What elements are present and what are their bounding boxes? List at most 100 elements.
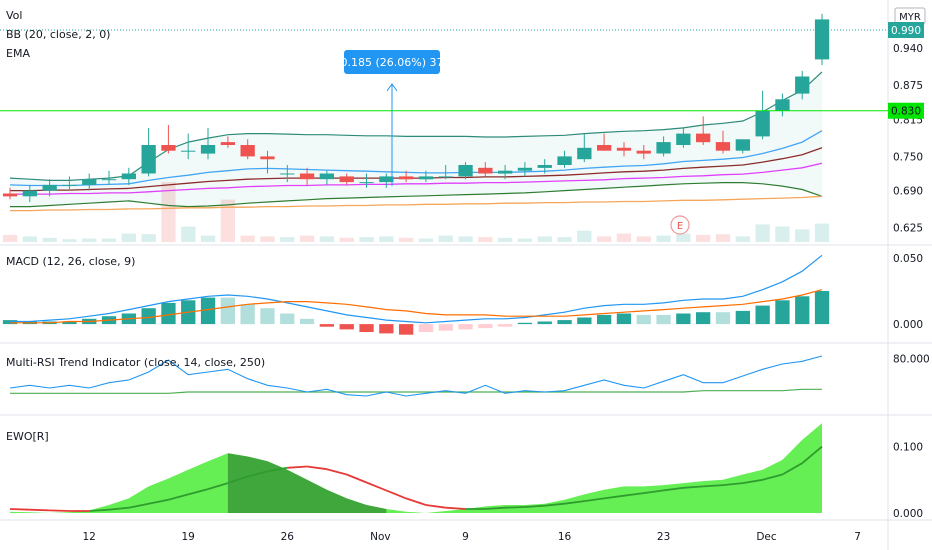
candle-body[interactable] bbox=[260, 156, 275, 160]
volume-bar bbox=[2, 234, 18, 242]
candle-body[interactable] bbox=[2, 193, 18, 197]
candle-body[interactable] bbox=[62, 184, 77, 186]
candle-body[interactable] bbox=[715, 142, 731, 151]
candle-body[interactable] bbox=[418, 176, 434, 180]
candle-body[interactable] bbox=[735, 139, 750, 151]
candle-body[interactable] bbox=[577, 147, 592, 160]
candle-body[interactable] bbox=[220, 142, 235, 145]
candle-body[interactable] bbox=[82, 179, 97, 185]
candle-body[interactable] bbox=[814, 19, 830, 60]
volume-bar bbox=[517, 238, 533, 242]
macd-histogram-bar bbox=[537, 321, 552, 325]
rsi-layer bbox=[9, 355, 823, 397]
macd-histogram-bar bbox=[379, 324, 394, 334]
ema-layer bbox=[9, 130, 823, 212]
label-bb: BB (20, close, 2, 0) bbox=[6, 28, 110, 41]
ewo-signal-segment bbox=[128, 502, 149, 509]
candle-body[interactable] bbox=[339, 176, 354, 183]
candle-body[interactable] bbox=[319, 173, 334, 180]
candle-body[interactable] bbox=[101, 179, 117, 181]
candle-body[interactable] bbox=[299, 173, 315, 180]
candle-body[interactable] bbox=[478, 167, 493, 174]
candle-body[interactable] bbox=[458, 165, 473, 177]
macd-histogram-bar bbox=[696, 312, 711, 325]
volume-bar bbox=[141, 234, 156, 242]
x-axis-tick: 9 bbox=[462, 531, 469, 543]
ema-line bbox=[9, 130, 823, 187]
rsi-line bbox=[9, 355, 823, 397]
candle-body[interactable] bbox=[557, 156, 572, 165]
last-price-tag bbox=[888, 22, 924, 38]
candle-body[interactable] bbox=[121, 173, 136, 180]
volume-bar bbox=[478, 237, 493, 242]
candle-body[interactable] bbox=[359, 182, 374, 184]
macd-histogram-bar bbox=[280, 313, 295, 325]
label-ema: EMA bbox=[6, 47, 30, 60]
candle-body[interactable] bbox=[537, 165, 552, 168]
candle-body[interactable] bbox=[141, 145, 156, 174]
ewo-signal-segment bbox=[207, 482, 229, 490]
candle-body[interactable] bbox=[636, 150, 651, 154]
candle-body[interactable] bbox=[280, 173, 295, 175]
price-axis-tick: 0.690 bbox=[893, 186, 923, 198]
macd-histogram-bar bbox=[715, 312, 731, 325]
candle-body[interactable] bbox=[42, 184, 57, 191]
volume-bar bbox=[438, 235, 453, 242]
volume-bar bbox=[379, 236, 394, 242]
macd-histogram-bar bbox=[319, 324, 334, 327]
ewo-signal-segment bbox=[227, 475, 248, 484]
x-axis-tick: 23 bbox=[657, 531, 670, 543]
ewo-signal-segment bbox=[326, 468, 347, 476]
candle-body[interactable] bbox=[597, 145, 612, 151]
candle-body[interactable] bbox=[775, 99, 790, 111]
ewo-signal-segment bbox=[29, 508, 50, 512]
volume-bar bbox=[240, 235, 255, 242]
candle-body[interactable] bbox=[379, 176, 394, 183]
volume-bar bbox=[696, 234, 711, 242]
ewo-signal-segment bbox=[623, 492, 644, 497]
macd-axis-tick: 0.000 bbox=[893, 319, 923, 331]
volume-bar bbox=[735, 236, 750, 242]
price-axis-tick: 0.875 bbox=[893, 80, 923, 92]
candle-body[interactable] bbox=[795, 76, 810, 94]
volume-bar bbox=[616, 233, 632, 242]
label-ewo: EWO[R] bbox=[6, 430, 49, 443]
label-macd: MACD (12, 26, close, 9) bbox=[6, 255, 135, 268]
candle-body[interactable] bbox=[161, 145, 176, 151]
volume-bar bbox=[577, 230, 592, 242]
ewo-signal-segment bbox=[683, 485, 704, 489]
measure-box[interactable] bbox=[344, 50, 440, 74]
candle-body[interactable] bbox=[240, 145, 255, 157]
ewo-signal-segment bbox=[603, 494, 625, 500]
macd-histogram-bar bbox=[656, 314, 671, 325]
ewo-layer bbox=[9, 423, 823, 513]
macd-histogram-bar bbox=[597, 314, 612, 325]
candle-body[interactable] bbox=[616, 147, 632, 151]
candle-body[interactable] bbox=[656, 142, 671, 154]
ewo-signal-segment bbox=[524, 504, 545, 508]
ewo-signal-segment bbox=[9, 508, 30, 511]
candle-body[interactable] bbox=[181, 150, 196, 152]
candle-body[interactable] bbox=[517, 167, 533, 171]
event-marker-letter: E bbox=[677, 221, 683, 232]
level-price-value: 0.830 bbox=[891, 106, 921, 118]
candle-body[interactable] bbox=[438, 176, 453, 178]
candle-body[interactable] bbox=[22, 190, 37, 197]
rsi-trend-line bbox=[10, 388, 822, 394]
candle-body[interactable] bbox=[399, 176, 414, 180]
candle-body[interactable] bbox=[200, 145, 216, 154]
ewo-signal-segment bbox=[346, 473, 367, 484]
candle-body[interactable] bbox=[498, 170, 513, 174]
ewo-signal-segment bbox=[425, 504, 446, 509]
x-axis-tick: Dec bbox=[756, 531, 777, 543]
candle-body[interactable] bbox=[696, 133, 711, 143]
candle-body[interactable] bbox=[755, 110, 770, 137]
currency-label: MYR bbox=[899, 12, 921, 23]
volume-bar bbox=[676, 233, 691, 242]
earnings-event-icon[interactable] bbox=[670, 215, 690, 235]
volume-bar bbox=[22, 236, 37, 242]
candle-body[interactable] bbox=[676, 133, 691, 145]
macd-histogram-bar bbox=[755, 305, 770, 325]
x-axis-tick: 7 bbox=[854, 531, 861, 543]
